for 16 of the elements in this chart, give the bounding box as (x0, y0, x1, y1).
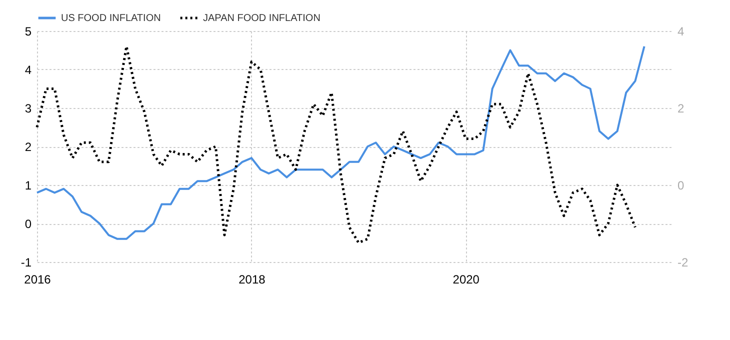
y-tick-label: 1 (24, 178, 32, 192)
y-tick-label: 3 (24, 102, 32, 116)
y-tick-label: -1 (20, 256, 32, 270)
legend-label: US FOOD INFLATION (61, 13, 161, 24)
y2-tick-label: 4 (678, 24, 684, 38)
x-tick-label: 2018 (238, 272, 266, 286)
y2-tick-label: -2 (678, 256, 688, 270)
y2-tick-label: 2 (678, 102, 684, 116)
y-tick-label: 0 (24, 217, 32, 231)
y-tick-label: 4 (24, 63, 32, 77)
legend-label: JAPAN FOOD INFLATION (203, 13, 320, 24)
y-tick-label: 5 (24, 24, 32, 38)
x-tick-label: 2016 (24, 272, 52, 286)
x-tick-label: 2020 (452, 272, 480, 286)
y2-tick-label: 0 (678, 178, 684, 192)
y-tick-label: 2 (24, 140, 32, 154)
